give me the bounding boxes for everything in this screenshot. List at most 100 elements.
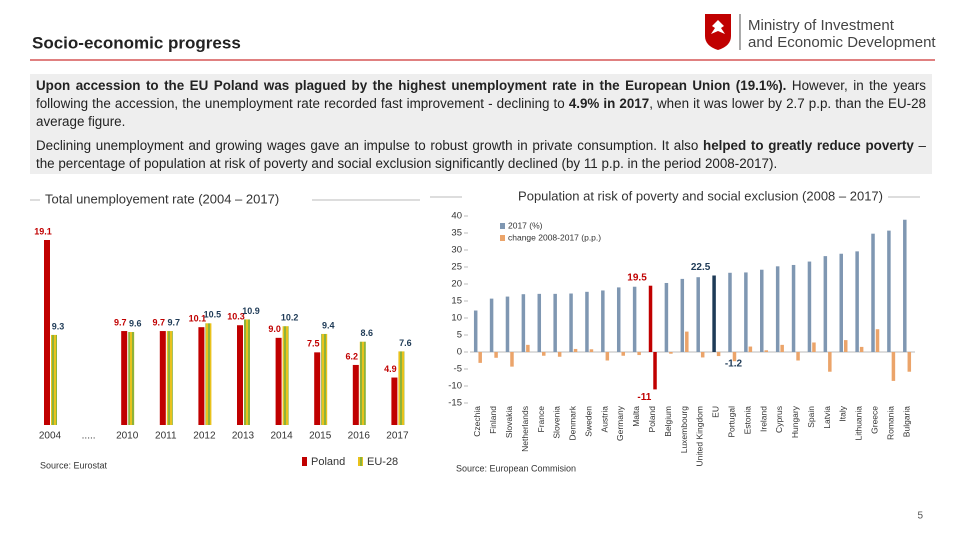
legend-label: change 2008-2017 (p.p.) bbox=[508, 232, 601, 242]
x-tick-label: Slovenia bbox=[552, 406, 562, 439]
bar bbox=[728, 272, 732, 352]
x-tick-label: Sweden bbox=[583, 406, 593, 437]
bar bbox=[839, 253, 843, 352]
bar bbox=[244, 319, 250, 425]
data-label: -1.2 bbox=[725, 359, 743, 370]
x-tick-label: 2016 bbox=[348, 431, 371, 442]
bar bbox=[275, 337, 282, 425]
y-tick-label: 30 bbox=[451, 245, 462, 256]
y-tick-label: 15 bbox=[451, 296, 462, 307]
y-tick-label: 20 bbox=[451, 279, 462, 290]
bar bbox=[391, 377, 398, 425]
x-tick-label: Netherlands bbox=[520, 406, 530, 452]
bar bbox=[616, 287, 621, 352]
x-tick-label: Portugal bbox=[726, 406, 736, 438]
legend-label: Poland bbox=[311, 456, 345, 468]
bar bbox=[696, 277, 700, 352]
text: However, in the years following the acce… bbox=[36, 78, 926, 111]
bar bbox=[775, 266, 780, 352]
bar bbox=[557, 352, 562, 357]
bar bbox=[685, 331, 689, 352]
legend-swatch bbox=[358, 457, 363, 466]
bar bbox=[716, 352, 721, 357]
x-tick-label: 2012 bbox=[193, 431, 216, 442]
data-label: 10.3 bbox=[227, 312, 245, 322]
y-tick-label: -5 bbox=[454, 364, 462, 375]
data-label: 6.2 bbox=[346, 351, 359, 361]
data-label: 9.7 bbox=[168, 317, 181, 327]
y-tick-label: 35 bbox=[451, 228, 462, 239]
bar bbox=[632, 286, 637, 352]
bar bbox=[653, 352, 657, 390]
text: , when it was lower by 2.7 p.p. than the… bbox=[36, 96, 926, 129]
data-label: 10.5 bbox=[204, 310, 222, 320]
x-tick-label: Czechia bbox=[472, 406, 482, 437]
x-tick-label: Spain bbox=[806, 406, 816, 428]
bar bbox=[648, 285, 653, 352]
x-tick-label: 2010 bbox=[116, 431, 139, 442]
bar bbox=[891, 352, 896, 381]
chart-title: Total unemployement rate (2004 – 2017) bbox=[45, 191, 279, 206]
bar bbox=[621, 352, 625, 356]
bar bbox=[700, 352, 705, 358]
x-tick-label: EU bbox=[711, 406, 721, 418]
y-tick-label: -15 bbox=[448, 398, 462, 409]
text: – the percentage of population at risk o… bbox=[36, 138, 926, 171]
bar bbox=[764, 350, 769, 352]
bar bbox=[542, 352, 546, 356]
bar bbox=[282, 326, 289, 425]
bar bbox=[494, 352, 498, 358]
bar bbox=[352, 364, 359, 425]
text: Declining unemployment and growing wages… bbox=[36, 138, 704, 153]
x-tick-label: Latvia bbox=[822, 406, 832, 429]
bar bbox=[664, 282, 669, 352]
y-tick-label: 0 bbox=[457, 347, 462, 358]
x-tick-label: 2014 bbox=[270, 431, 293, 442]
bar bbox=[712, 275, 716, 352]
bar bbox=[807, 261, 812, 352]
data-label: 9.0 bbox=[268, 324, 281, 334]
bar bbox=[359, 341, 366, 425]
x-tick-label: Italy bbox=[838, 405, 848, 421]
x-tick-label: Malta bbox=[631, 406, 641, 427]
x-tick-label: Ireland bbox=[758, 406, 768, 432]
data-label: -11 bbox=[637, 392, 651, 403]
legend-label: 2017 (%) bbox=[508, 220, 543, 230]
logo-text: and Economic Development bbox=[748, 34, 936, 51]
slide-title: Socio-economic progress bbox=[32, 33, 241, 52]
bar bbox=[875, 329, 880, 352]
bar bbox=[166, 331, 173, 425]
bold-text: helped to greatly reduce poverty bbox=[703, 138, 914, 153]
logo-text: Ministry of Investment bbox=[748, 17, 895, 34]
legend-swatch bbox=[302, 457, 307, 466]
bar bbox=[828, 352, 832, 372]
x-tick-label: Romania bbox=[885, 406, 895, 440]
intro-text: Upon accession to the EU Poland was plag… bbox=[30, 74, 932, 174]
bar bbox=[526, 344, 530, 352]
bar bbox=[237, 325, 243, 425]
bar bbox=[505, 296, 510, 352]
x-tick-label: 2017 bbox=[386, 431, 409, 442]
data-label: 9.7 bbox=[114, 317, 127, 327]
bar bbox=[553, 293, 557, 352]
data-label: 4.9 bbox=[384, 364, 397, 374]
bar bbox=[903, 219, 907, 352]
y-tick-label: 10 bbox=[451, 313, 462, 324]
legend-swatch bbox=[500, 235, 505, 241]
bar bbox=[887, 230, 891, 352]
x-tick-label: United Kingdom bbox=[695, 406, 705, 466]
x-tick-label: Finland bbox=[488, 406, 498, 434]
bold-text: Upon accession to the EU Poland was plag… bbox=[36, 78, 787, 93]
bar bbox=[573, 348, 578, 352]
bar bbox=[791, 264, 796, 352]
y-tick-label: 40 bbox=[451, 211, 462, 222]
data-label: 7.5 bbox=[307, 339, 320, 349]
data-label: 19.1 bbox=[34, 226, 52, 236]
x-tick-label: 2004 bbox=[39, 431, 62, 442]
bar bbox=[780, 344, 784, 352]
bar bbox=[321, 333, 328, 425]
x-tick-label: Greece bbox=[870, 406, 880, 434]
bar bbox=[859, 346, 864, 352]
bar bbox=[51, 334, 57, 425]
legend-label: EU-28 bbox=[367, 456, 398, 468]
